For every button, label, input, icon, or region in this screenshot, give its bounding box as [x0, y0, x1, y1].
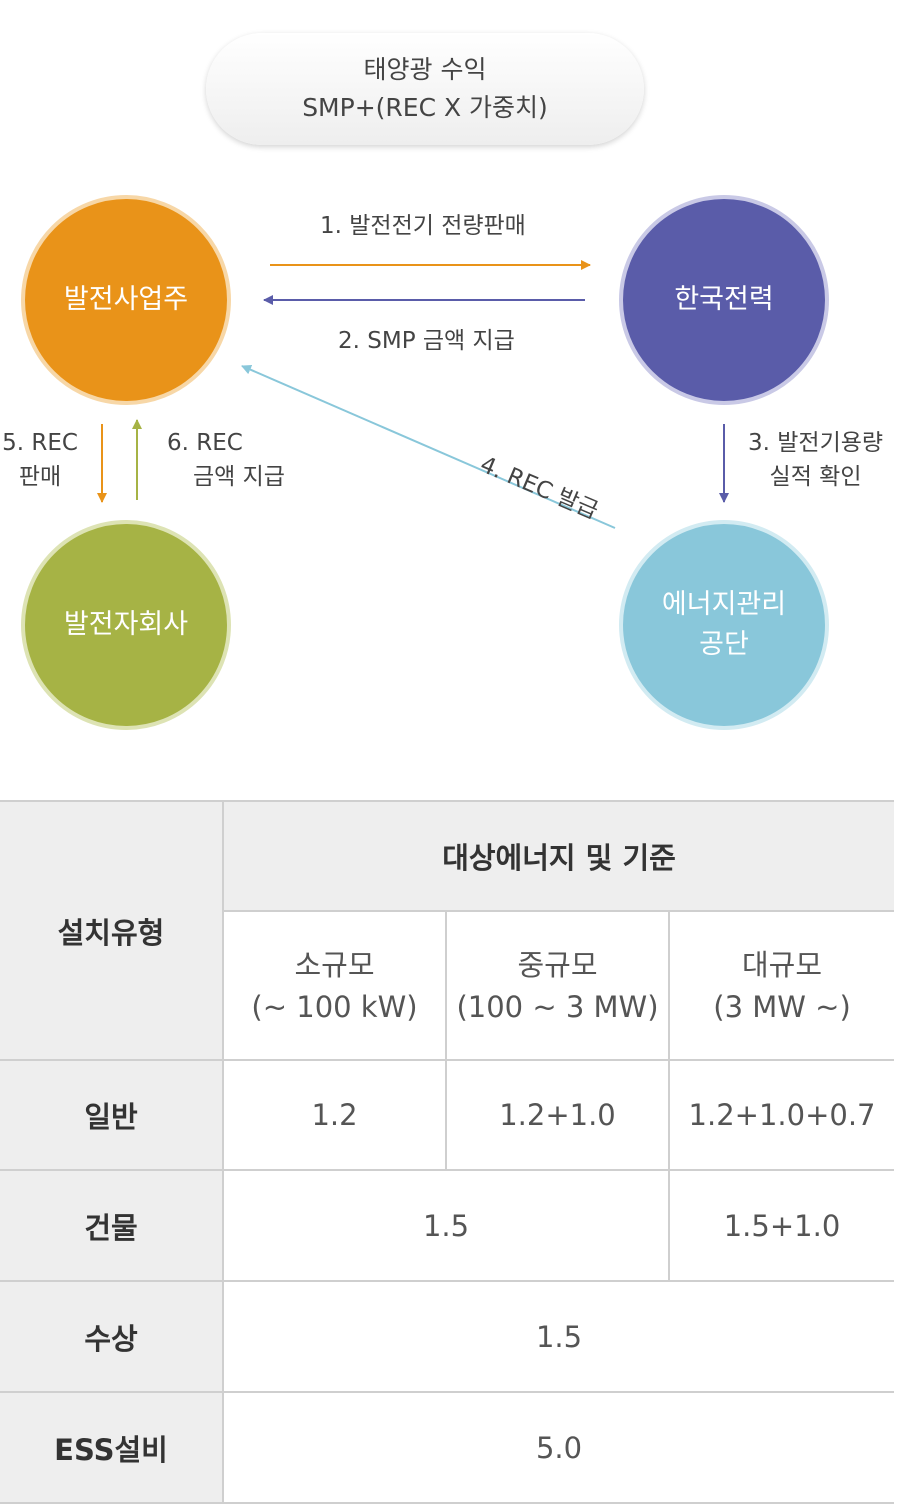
cell-value: 1.2+1.0+0.7 [667, 1059, 895, 1171]
cell-value: 1.2 [222, 1059, 447, 1171]
node-kepco: 한국전력 [619, 195, 829, 405]
cell-value: 5.0 [221, 1391, 895, 1504]
node-power-generator: 발전사업주 [21, 195, 231, 405]
flow-label-1: 1. 발전전기 전량판매 [320, 213, 526, 239]
node-energy-agency: 에너지관리 공단 [619, 520, 829, 730]
flow-arrows [97, 260, 729, 529]
cell-value: 1.5 [222, 1169, 670, 1282]
row-type: 건물 [0, 1169, 224, 1282]
revenue-formula: SMP+(REC X 가중치) [302, 93, 548, 122]
table-row: 건물 1.5 1.5+1.0 [0, 1169, 895, 1282]
flow-label-6: 6. REC 금액 지급 [167, 430, 285, 490]
header-medium-scale: 중규모 (100 ~ 3 MW) [445, 910, 670, 1061]
revenue-formula-pill: 태양광 수익 SMP+(REC X 가중치) [206, 33, 644, 145]
header-small-scale: 소규모 (~ 100 kW) [223, 910, 447, 1061]
table-row: 일반 1.2 1.2+1.0 1.2+1.0+0.7 [0, 1059, 895, 1171]
row-type: 수상 [0, 1280, 224, 1393]
cell-value: 1.5 [221, 1280, 895, 1393]
flow-label-2: 2. SMP 금액 지급 [338, 328, 515, 354]
revenue-title: 태양광 수익 [363, 55, 487, 84]
node-power-subsidiary: 발전자회사 [21, 520, 231, 730]
cell-value: 1.5+1.0 [667, 1169, 895, 1282]
header-large-scale: 대규모 (3 MW ~) [667, 910, 895, 1061]
flow-label-3: 3. 발전기용량 실적 확인 [748, 430, 884, 490]
cell-value: 1.2+1.0 [445, 1059, 670, 1171]
flow-label-5: 5. REC 판매 [2, 430, 78, 490]
table-row: ESS설비 5.0 [0, 1391, 895, 1504]
row-type: ESS설비 [0, 1391, 224, 1504]
header-target-energy: 대상에너지 및 기준 [221, 800, 895, 912]
arrow-4-rec-issue [241, 364, 616, 529]
row-type: 일반 [0, 1059, 224, 1171]
table-row: 수상 1.5 [0, 1280, 895, 1393]
header-install-type: 설치유형 [0, 800, 224, 1061]
rec-weight-table: 설치유형 대상에너지 및 기준 소규모 (~ 100 kW) 중규모 (100 … [0, 800, 895, 1504]
